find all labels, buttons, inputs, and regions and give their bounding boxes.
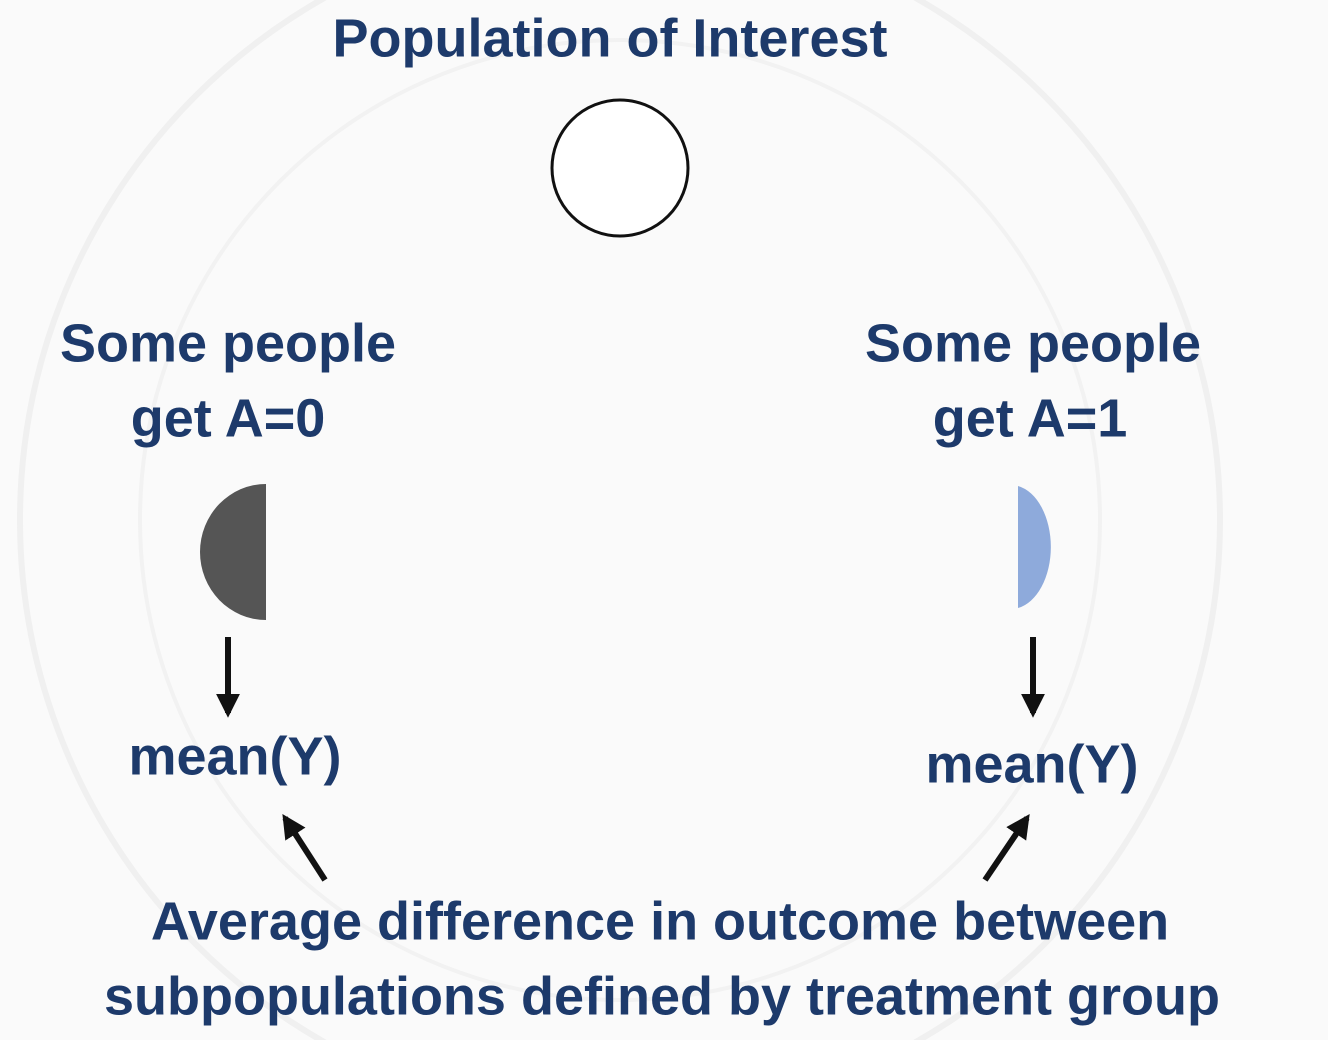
watermark-ring <box>17 0 1223 1040</box>
watermark-ring <box>138 38 1102 1002</box>
title: Population of Interest <box>332 8 887 68</box>
arrow <box>282 813 328 882</box>
arrow <box>982 814 1030 882</box>
caption: Average difference in outcome between <box>151 891 1169 951</box>
caption: subpopulations defined by treatment grou… <box>104 966 1220 1026</box>
group-label: get A=0 <box>131 388 326 448</box>
group-label: get A=1 <box>933 388 1128 448</box>
outcome-label: mean(Y) <box>925 734 1138 794</box>
subpopulation-a1 <box>1018 486 1051 608</box>
outcome-label: mean(Y) <box>128 726 341 786</box>
group-label: Some people <box>60 313 396 373</box>
group-label: Some people <box>865 313 1201 373</box>
population-circle <box>550 98 690 238</box>
subpopulation-a0 <box>200 484 266 620</box>
